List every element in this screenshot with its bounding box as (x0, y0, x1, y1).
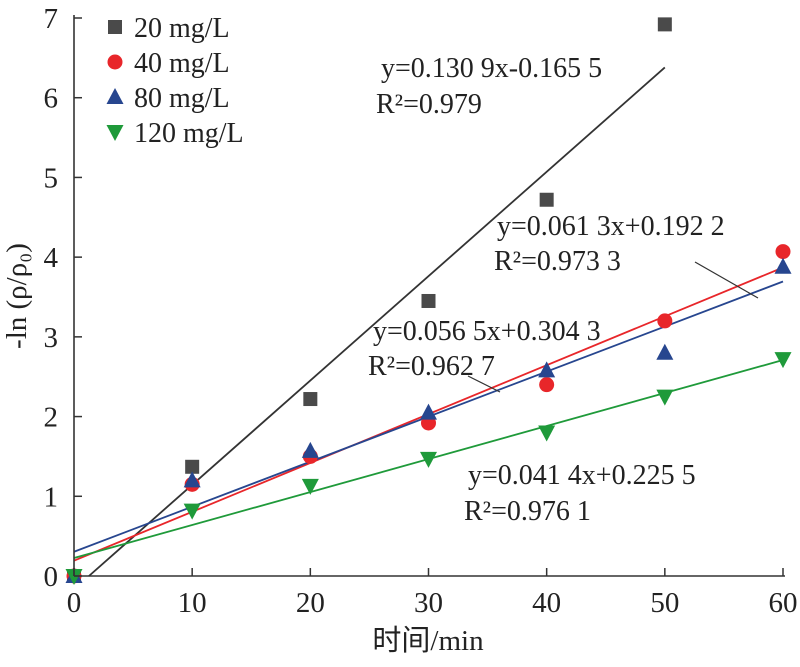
y-tick-label: 2 (44, 402, 59, 434)
data-point-120-mg-l (420, 451, 437, 468)
legend-label-120-mg-l: 120 mg/L (134, 118, 244, 149)
data-point-80-mg-l (420, 403, 437, 420)
x-tick-label: 20 (296, 587, 325, 619)
data-point-20-mg-l (185, 459, 200, 474)
y-tick-label: 7 (44, 3, 59, 35)
fit-line-20-mg-l (88, 66, 666, 577)
data-point-20-mg-l (303, 392, 318, 407)
x-tick-label: 30 (414, 587, 443, 619)
fit-equation-20-mg-l: y=0.130 9x-0.165 5 (381, 53, 602, 84)
x-tick-label: 0 (67, 587, 82, 619)
y-tick-label: 5 (44, 162, 59, 194)
fit-equation-80-mg-l: y=0.056 5x+0.304 3 (373, 316, 601, 347)
y-tick-label: 0 (44, 561, 59, 593)
annotations: y=0.130 9x-0.165 5 R²=0.979 y=0.061 3x+0.1… (368, 53, 759, 527)
data-point-20-mg-l (421, 293, 436, 308)
y-tick-label: 1 (44, 481, 59, 513)
data-point-80-mg-l (538, 361, 556, 378)
legend-label-20-mg-l: 20 mg/L (134, 13, 230, 44)
fit-r2-20-mg-l: R²=0.979 (376, 89, 482, 120)
x-axis-title: 时间/min (372, 624, 484, 657)
y-tick-label: 6 (44, 83, 59, 115)
data-point-40-mg-l (775, 244, 791, 260)
data-point-80-mg-l (774, 257, 792, 274)
legend: 20 mg/L 40 mg/L 80 mg/L 120 mg/L (106, 13, 244, 149)
legend-marker-80-mg-l (106, 88, 124, 104)
fit-r2-120-mg-l: R²=0.976 1 (464, 496, 591, 527)
legend-label-80-mg-l: 80 mg/L (134, 83, 230, 114)
leader-line-80-mg-l (467, 375, 501, 393)
y-tick-label: 4 (44, 242, 59, 274)
data-point-20-mg-l (539, 192, 554, 207)
x-tick-label: 60 (769, 587, 798, 619)
data-point-120-mg-l (538, 425, 556, 442)
fit-equation-120-mg-l: y=0.041 4x+0.225 5 (468, 460, 696, 491)
data-point-80-mg-l (301, 441, 319, 458)
data-point-120-mg-l (301, 478, 319, 495)
fit-r2-40-mg-l: R²=0.973 3 (494, 246, 621, 277)
fit-equation-40-mg-l: y=0.061 3x+0.192 2 (497, 211, 725, 242)
y-axis-title: -ln (ρ/ρ₀) (1, 243, 33, 349)
data-point-120-mg-l (183, 503, 201, 520)
data-point-40-mg-l (539, 377, 555, 393)
data-point-80-mg-l (183, 471, 201, 488)
legend-marker-40-mg-l (107, 54, 123, 70)
leader-line-40-mg-l (694, 261, 759, 299)
data-point-20-mg-l (657, 17, 672, 32)
ticks: 0 10 20 30 40 50 60 0 1 2 3 4 5 6 7 (44, 3, 798, 619)
data-point-120-mg-l (65, 569, 83, 585)
y-tick-label: 3 (44, 322, 59, 354)
legend-marker-20-mg-l (108, 20, 122, 34)
x-tick-label: 40 (532, 587, 561, 619)
x-tick-label: 50 (650, 587, 679, 619)
x-tick-label: 10 (178, 587, 207, 619)
data-markers (65, 17, 792, 585)
data-point-80-mg-l (656, 343, 674, 360)
data-point-40-mg-l (657, 313, 673, 329)
data-point-120-mg-l (774, 352, 792, 369)
data-point-120-mg-l (656, 389, 674, 406)
legend-label-40-mg-l: 40 mg/L (134, 48, 230, 79)
fit-r2-80-mg-l: R²=0.962 7 (368, 351, 495, 382)
legend-marker-120-mg-l (106, 125, 124, 141)
